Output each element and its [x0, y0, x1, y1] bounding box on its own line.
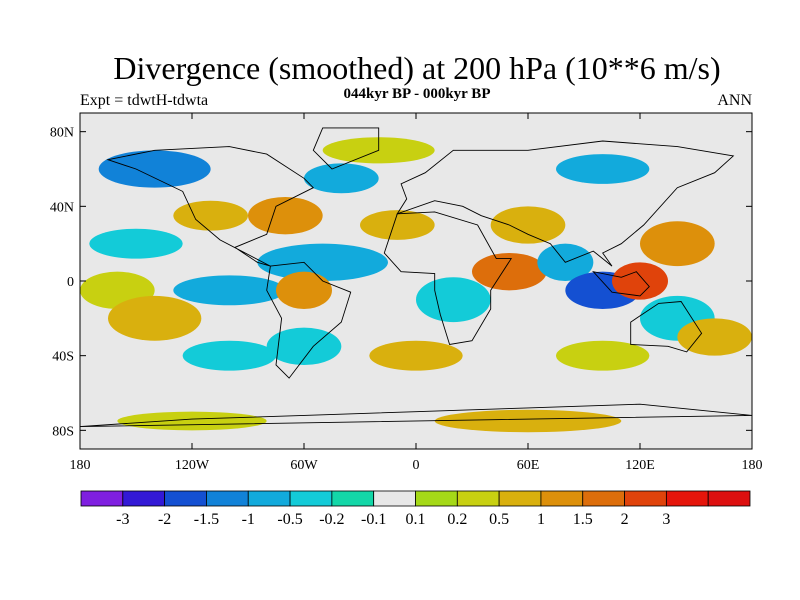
y-tick-label: 40S	[52, 350, 74, 365]
colorbar-swatch	[80, 490, 124, 507]
contour-region	[556, 340, 650, 371]
contour-region	[677, 318, 752, 356]
contour-region	[276, 271, 332, 310]
colorbar-label: -0.1	[361, 511, 386, 528]
colorbar-label: -0.2	[319, 511, 344, 528]
colorbar-swatch	[582, 490, 625, 507]
contour-region	[556, 154, 650, 184]
x-tick-label: 120W	[175, 458, 210, 473]
contour-region	[266, 327, 342, 366]
colorbar-swatch	[289, 490, 333, 507]
colorbar-label: -3	[116, 511, 129, 528]
x-tick-label: 60E	[517, 458, 540, 473]
experiment-label: Expt = tdwtH-tdwta	[80, 92, 209, 109]
colorbar-swatch	[624, 490, 667, 507]
colorbar-swatch	[206, 490, 249, 507]
colorbar-label: 3	[662, 511, 670, 528]
axis-ticks: 180 120W 60W 0 60E 120E 180 80N 40N 0 40S 80S	[50, 113, 763, 473]
colorbar-swatch	[456, 490, 500, 507]
y-tick-label: 80S	[52, 424, 74, 439]
coastline	[80, 403, 752, 428]
colorbar-swatch	[164, 490, 207, 507]
contour-fill-layer	[80, 137, 752, 433]
colorbar-label: 2	[621, 511, 629, 528]
chart-title: Divergence (smoothed) at 200 hPa (10**6 …	[113, 50, 721, 86]
contour-region	[434, 409, 622, 433]
contour-region	[304, 163, 379, 194]
y-tick-label: 40N	[50, 200, 74, 215]
x-tick-label: 180	[742, 458, 763, 473]
colorbar-swatch	[247, 490, 291, 507]
coastline	[396, 140, 735, 267]
colorbar-label: 1.5	[573, 511, 593, 528]
colorbar-label: 0.1	[406, 511, 426, 528]
colorbar-swatch	[373, 490, 416, 507]
y-tick-label: 0	[67, 275, 74, 290]
contour-region	[257, 243, 388, 281]
colorbar-label: 1	[537, 511, 545, 528]
colorbar-swatch	[707, 490, 751, 507]
contour-region	[117, 411, 267, 431]
season-label: ANN	[717, 92, 752, 109]
contour-region	[173, 200, 248, 231]
contour-region	[108, 295, 202, 341]
contour-region	[369, 340, 463, 371]
colorbar-label: 0.5	[489, 511, 509, 528]
y-tick-label: 80N	[50, 126, 74, 141]
contour-region	[360, 210, 435, 240]
contour-region	[612, 262, 668, 300]
colorbar-swatch	[122, 490, 166, 507]
x-tick-label: 180	[70, 458, 91, 473]
coastline-layer	[80, 127, 752, 428]
coastline	[592, 270, 650, 297]
colorbar-label: 0.2	[447, 511, 467, 528]
colorbar-label: -1	[242, 511, 255, 528]
colorbar-swatch	[498, 490, 542, 507]
x-tick-label: 60W	[290, 458, 318, 473]
coastline	[630, 301, 703, 353]
coastline	[106, 146, 315, 267]
contour-region	[248, 197, 323, 235]
colorbar-swatch	[665, 490, 709, 507]
contour-region	[98, 150, 211, 188]
colorbar-label: -2	[158, 511, 171, 528]
colorbar-swatch	[540, 490, 584, 507]
colorbar-swatch	[415, 490, 458, 507]
colorbar-label: -1.5	[194, 511, 219, 528]
contour-region	[640, 221, 715, 267]
colorbar-label: -0.5	[277, 511, 302, 528]
contour-region	[472, 252, 547, 291]
x-tick-label: 120E	[625, 458, 655, 473]
x-tick-label: 0	[413, 458, 420, 473]
contour-region	[173, 275, 286, 306]
coastline	[266, 261, 352, 379]
colorbar-swatch	[331, 490, 375, 507]
colorbar: -3 -2 -1.5 -1 -0.5 -0.2 -0.1 0.1 0.2 0.5 1 1.5 2 3	[80, 490, 751, 528]
contour-region	[490, 206, 566, 244]
chart-subtitle: 044kyr BP - 000kyr BP	[343, 86, 491, 102]
contour-region	[182, 340, 276, 371]
coastline	[383, 211, 513, 346]
coastline	[312, 127, 380, 170]
contour-region	[89, 228, 183, 259]
contour-region	[416, 277, 491, 323]
